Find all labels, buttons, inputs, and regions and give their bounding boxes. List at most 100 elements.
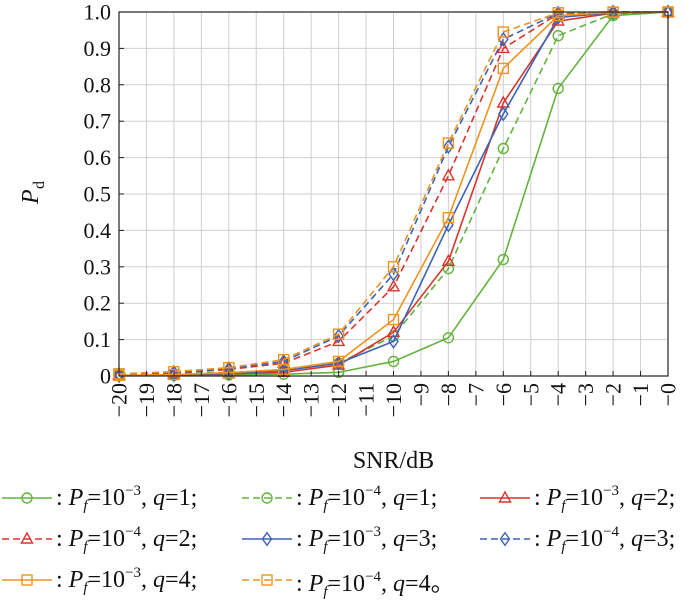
data-point (443, 139, 454, 155)
data-point (607, 4, 619, 20)
legend-label-sub: f (323, 497, 328, 514)
x-tick-label: −0 (656, 383, 681, 406)
y-axis-title-main: P (18, 189, 44, 205)
legend-label-sup: −3 (125, 482, 142, 499)
legend-swatch-marker (499, 531, 511, 547)
x-axis-title: SNR/dB (353, 448, 434, 474)
legend-label-sub: f (561, 538, 566, 555)
legend-label-p: P (308, 525, 324, 552)
legend-item: : Pf=10−3, q=1; (0, 478, 197, 518)
legend-label-eq: =10 (327, 525, 366, 552)
legend-label-pre: : (296, 484, 309, 511)
y-tick-label: 0.9 (84, 36, 112, 61)
x-tick-label: −7 (463, 383, 488, 406)
series-line (118, 11, 669, 377)
x-tick-label: −10 (381, 383, 406, 417)
data-point (496, 40, 510, 54)
legend-label-p: P (68, 525, 84, 552)
legend: : Pf=10−3, q=1;: Pf=10−4, q=1;: Pf=10−3,… (0, 478, 700, 608)
legend-label-q: q (631, 484, 644, 511)
legend-label: : Pf=10−4, q=4。 (296, 563, 455, 600)
data-point (497, 106, 509, 122)
data-point (278, 353, 290, 369)
y-tick-label: 0.3 (84, 254, 112, 279)
legend-label-tail: =4; (165, 566, 198, 593)
x-tick-label: −5 (518, 383, 543, 406)
x-tick-label: −2 (601, 383, 626, 406)
legend-label-q: q (393, 525, 406, 552)
data-point (442, 211, 455, 224)
data-point (168, 365, 180, 378)
legend-label-p: P (308, 570, 324, 597)
legend-label-tail: =4。 (405, 570, 455, 597)
legend-label-pre: : (296, 570, 309, 597)
legend-item: : Pf=10−4, q=4。 (240, 560, 455, 600)
legend-label-mid: , (141, 566, 154, 593)
data-point (387, 261, 400, 273)
legend-label-tail: =1; (405, 484, 438, 511)
legend-label-p: P (308, 484, 324, 511)
legend-swatch-marker (20, 531, 34, 544)
legend-label: : Pf=10−3, q=2; (534, 483, 676, 514)
legend-label-tail: =2; (643, 484, 676, 511)
legend-label-tail: =3; (405, 525, 438, 552)
legend-label-mid: , (141, 525, 154, 552)
legend-label-sub: f (323, 583, 328, 600)
legend-label-p: P (546, 525, 562, 552)
data-point (552, 82, 564, 95)
x-tick-label: −11 (354, 383, 379, 417)
series-8 (113, 6, 674, 380)
x-tick-label: −1 (628, 383, 653, 406)
legend-label-p: P (546, 484, 562, 511)
legend-label-eq: =10 (87, 525, 126, 552)
grid-lines (118, 11, 669, 377)
y-tick-label: 0.1 (84, 327, 112, 352)
legend-row: : Pf=10−3, q=1;: Pf=10−4, q=1;: Pf=10−3,… (0, 478, 700, 518)
legend-swatch (2, 574, 52, 586)
legend-label-pre: : (534, 525, 547, 552)
x-tick-label: −19 (134, 383, 159, 417)
data-point (442, 137, 455, 149)
x-tick-label: −17 (189, 383, 214, 417)
x-tick-label: −3 (573, 383, 598, 406)
legend-label-mid: , (381, 570, 394, 597)
legend-swatch-marker (21, 492, 33, 504)
legend-label-p: P (68, 566, 84, 593)
legend-label-sup: −3 (365, 523, 382, 540)
legend-label-eq: =10 (327, 570, 366, 597)
x-tick-label: −16 (216, 383, 241, 417)
x-tick-label: −14 (271, 383, 296, 417)
legend-label-eq: =10 (565, 484, 604, 511)
series-layer (112, 4, 675, 384)
legend-label: : Pf=10−4, q=3; (534, 524, 675, 555)
legend-label-sub: f (561, 497, 566, 514)
x-tick-label: −8 (436, 383, 461, 406)
data-point (168, 364, 180, 380)
axes: −20 −19 −18 −17 −16 −15 −14 −13 −12 −11 −10 −9 −8 −7−… (84, 0, 681, 417)
legend-label-eq: =10 (87, 484, 126, 511)
legend-label-tail: =2; (165, 525, 198, 552)
legend-label-pre: : (296, 525, 309, 552)
legend-label-p: P (68, 484, 84, 511)
y-tick-label: 0.7 (84, 109, 112, 134)
data-point (497, 253, 509, 266)
x-tick-label: −9 (408, 383, 433, 406)
data-point (388, 333, 399, 349)
legend-swatch (242, 531, 292, 547)
legend-label-mid: , (619, 484, 632, 511)
legend-swatch (480, 531, 530, 547)
legend-label-q: q (153, 566, 166, 593)
y-tick-label: 0 (100, 364, 111, 389)
x-tick-label: −4 (546, 383, 571, 406)
legend-label-mid: , (619, 525, 632, 552)
data-point (387, 355, 400, 368)
y-axis-title: P d (18, 181, 48, 205)
legend-label-mid: , (141, 484, 154, 511)
legend-swatch (480, 490, 530, 503)
legend-label-sup: −4 (365, 482, 382, 499)
legend-label: : Pf=10−3, q=3; (296, 523, 438, 554)
y-tick-label: 0.5 (84, 182, 112, 207)
legend-label-sub: f (83, 538, 88, 555)
data-point (552, 7, 564, 19)
data-point (386, 279, 401, 292)
